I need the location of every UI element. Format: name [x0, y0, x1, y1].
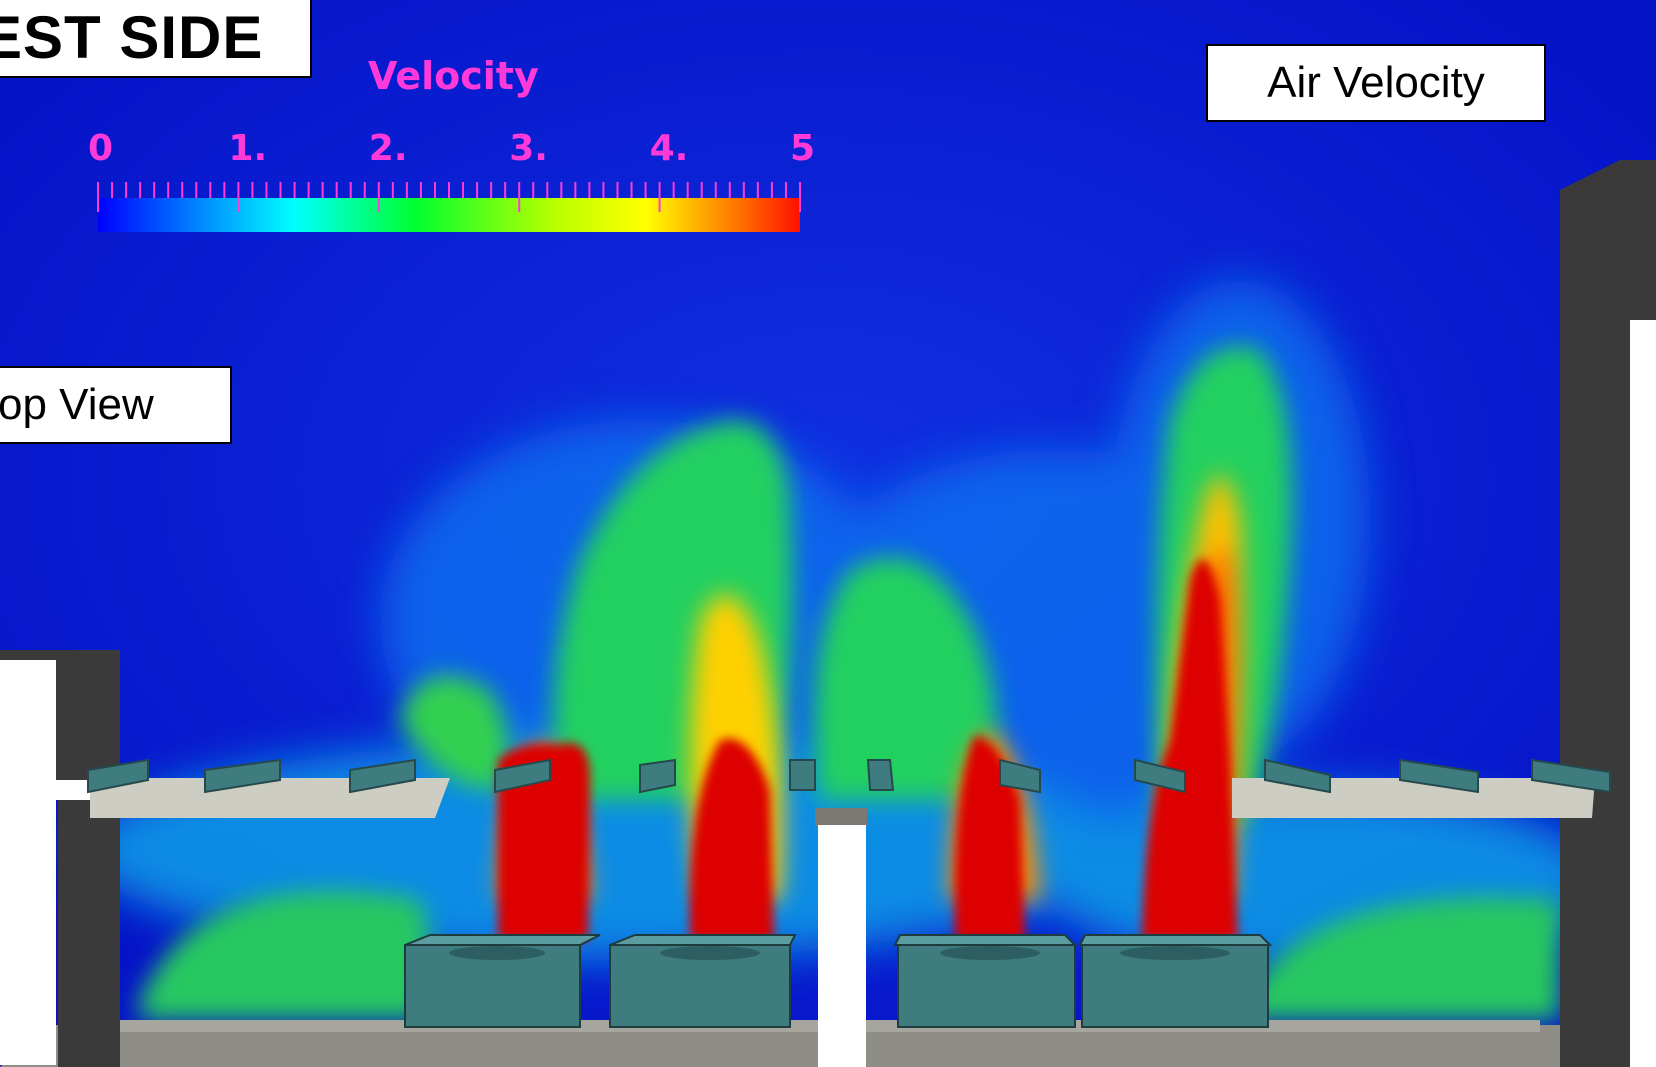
field-label: Air Velocity: [1206, 44, 1546, 122]
equipment-unit: [1078, 934, 1273, 1028]
colorbar-bar: [98, 198, 800, 232]
colorbar-tick-label: 4.: [649, 128, 689, 169]
left-opening-slot: [0, 780, 90, 800]
floor-slab: [0, 1025, 1630, 1067]
colorbar-tick-label: 1.: [228, 128, 268, 169]
vent-louvers: [87, 758, 1611, 794]
colorbar-title: Velocity: [368, 54, 539, 98]
colorbar-tick-label: 5: [790, 128, 816, 169]
center-divider: [818, 825, 866, 1067]
colorbar-minor-ticks: [97, 182, 801, 212]
colorbar-tick-label: 2.: [368, 128, 408, 169]
colorbar-tick-label: 0: [88, 128, 114, 169]
equipment-unit: [404, 934, 601, 1028]
right-opening: [1630, 320, 1656, 1067]
center-divider-cap: [815, 808, 867, 826]
side-label: EST SIDE: [0, 0, 312, 78]
equipment-unit: [609, 934, 797, 1028]
left-opening: [0, 660, 56, 1065]
colorbar-tick-label: 3.: [509, 128, 548, 169]
equipment-unit: [893, 934, 1078, 1028]
equipment-units: [404, 934, 1273, 1028]
colorbar: [97, 182, 801, 232]
view-label: op View: [0, 366, 232, 444]
